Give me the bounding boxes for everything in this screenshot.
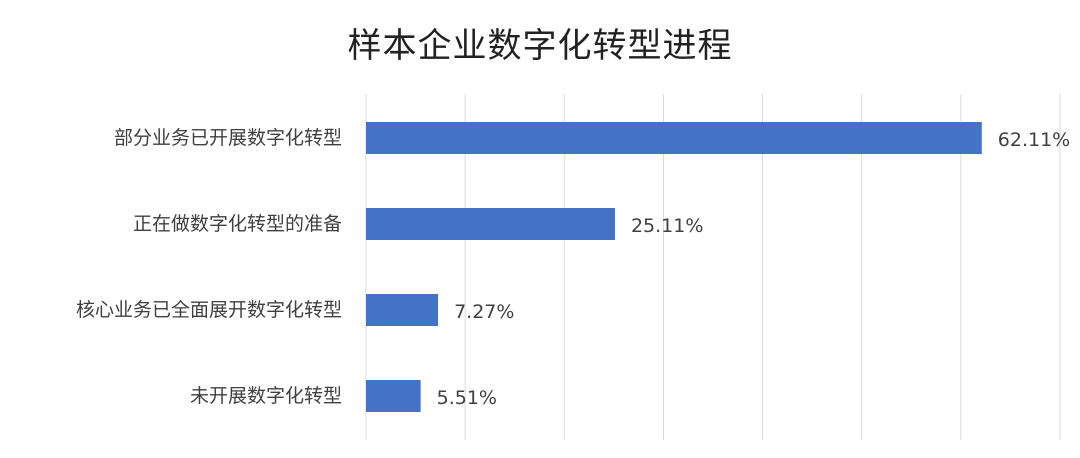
category-label-1: 正在做数字化转型的准备	[133, 213, 342, 235]
category-label-3: 未开展数字化转型	[190, 385, 342, 407]
chart-title: 样本企业数字化转型进程	[347, 26, 733, 66]
category-label-2: 核心业务已全面展开数字化转型	[76, 299, 342, 321]
bar-1	[366, 208, 615, 240]
bar-2	[366, 294, 439, 326]
category-label-0: 部分业务已开展数字化转型	[114, 127, 342, 149]
data-label-0: 62.11%	[998, 129, 1070, 151]
bar-0	[366, 122, 982, 154]
data-label-1: 25.11%	[631, 215, 703, 237]
bar-3	[366, 380, 421, 412]
data-label-3: 5.51%	[437, 387, 497, 409]
data-label-2: 7.27%	[454, 301, 514, 323]
